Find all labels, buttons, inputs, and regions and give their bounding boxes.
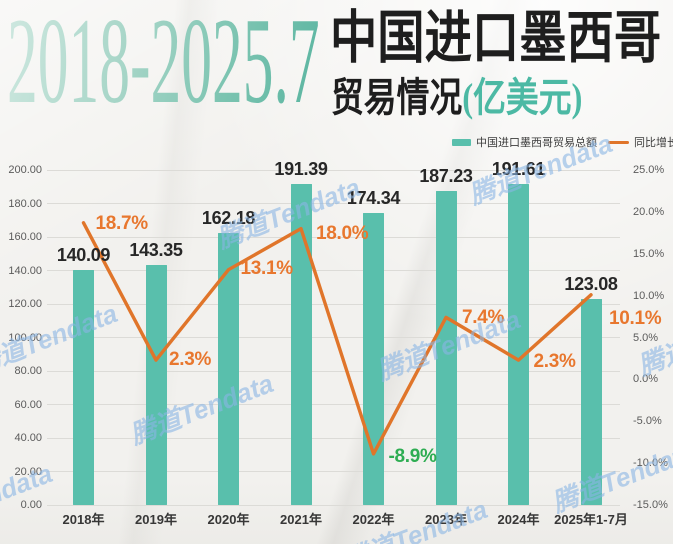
x-axis-label: 2024年 — [497, 512, 540, 527]
x-axis-label: 2022年 — [352, 512, 395, 527]
left-axis-tick: 140.00 — [8, 264, 42, 277]
left-axis-tick: 40.00 — [14, 432, 42, 444]
trade-total-bar — [290, 184, 312, 505]
x-axis-label: 2018年 — [62, 512, 105, 527]
growth-rate-label: 7.4% — [462, 307, 505, 329]
right-axis-tick: -5.0% — [633, 415, 662, 428]
bar-value-label: 191.61 — [491, 159, 546, 180]
right-axis-tick: -15.0% — [633, 499, 668, 511]
left-axis-tick: 60.00 — [14, 398, 42, 411]
growth-rate-label: 18.0% — [316, 222, 369, 244]
title-main: 中国进口墨西哥 — [330, 7, 662, 70]
bar-value-label: 123.08 — [564, 273, 618, 294]
x-axis-label: 2023年 — [425, 512, 467, 527]
x-axis-label: 2019年 — [135, 512, 177, 527]
bar-value-label: 143.35 — [129, 239, 183, 260]
growth-rate-label: -8.9% — [388, 445, 437, 467]
bar-value-label: 191.39 — [274, 159, 328, 180]
right-axis-tick: 0.0% — [633, 373, 659, 386]
legend-line-label: 同比增长率 — [634, 137, 673, 149]
left-axis-tick: 160.00 — [8, 231, 42, 243]
gridline — [47, 270, 620, 271]
x-axis-label: 2020年 — [207, 512, 250, 527]
title-subtitle: 贸易情况(亿美元) — [331, 77, 582, 119]
legend-bar-swatch — [452, 138, 471, 146]
growth-rate-label: 2.3% — [533, 351, 576, 373]
right-axis-tick: 25.0% — [633, 164, 665, 176]
trade-total-bar — [218, 233, 239, 505]
gridline — [47, 203, 620, 204]
gridline — [47, 404, 620, 405]
gridline — [47, 471, 620, 472]
growth-rate-label: 18.7% — [95, 212, 149, 234]
right-axis-tick: 20.0% — [633, 205, 665, 218]
bar-value-label: 140.09 — [56, 245, 111, 266]
gridline — [47, 337, 620, 338]
bar-value-label: 187.23 — [419, 166, 473, 187]
title-subtitle-text: 贸易情况 — [331, 75, 463, 120]
trade-total-bar — [508, 184, 529, 505]
left-axis-tick: 200.00 — [8, 164, 42, 176]
right-axis-tick: -10.0% — [633, 457, 668, 470]
legend-bar-label: 中国进口墨西哥贸易总额 — [476, 137, 597, 149]
left-axis-tick: 120.00 — [8, 298, 42, 310]
gridline — [47, 169, 620, 171]
gridline — [47, 303, 620, 305]
left-axis-tick: 0.00 — [20, 499, 42, 511]
bar-value-label: 162.18 — [201, 208, 256, 229]
right-axis-tick: 15.0% — [633, 247, 665, 260]
chart-legend: 中国进口墨西哥贸易总额 同比增长率 — [452, 134, 673, 150]
right-axis-tick: 5.0% — [633, 331, 659, 344]
x-axis-label: 2025年1-7月 — [554, 512, 628, 527]
right-axis-tick: 10.0% — [633, 289, 665, 302]
left-axis-tick: 100.00 — [8, 331, 42, 344]
growth-rate-label: 10.1% — [609, 307, 662, 329]
bar-value-label: 174.34 — [346, 187, 401, 208]
left-axis-tick: 20.00 — [14, 465, 42, 478]
growth-rate-label: 2.3% — [169, 349, 212, 371]
title-unit-label: (亿美元) — [462, 75, 583, 120]
title-year-range: 2018-2025.7 — [7, 0, 320, 129]
left-axis-tick: 80.00 — [14, 365, 42, 377]
growth-rate-label: 13.1% — [240, 257, 294, 279]
x-axis-label: 2021年 — [280, 512, 322, 527]
trade-total-bar — [145, 264, 167, 505]
legend-line-swatch — [608, 140, 629, 144]
left-axis-tick: 180.00 — [8, 197, 42, 210]
gridline — [47, 504, 620, 506]
